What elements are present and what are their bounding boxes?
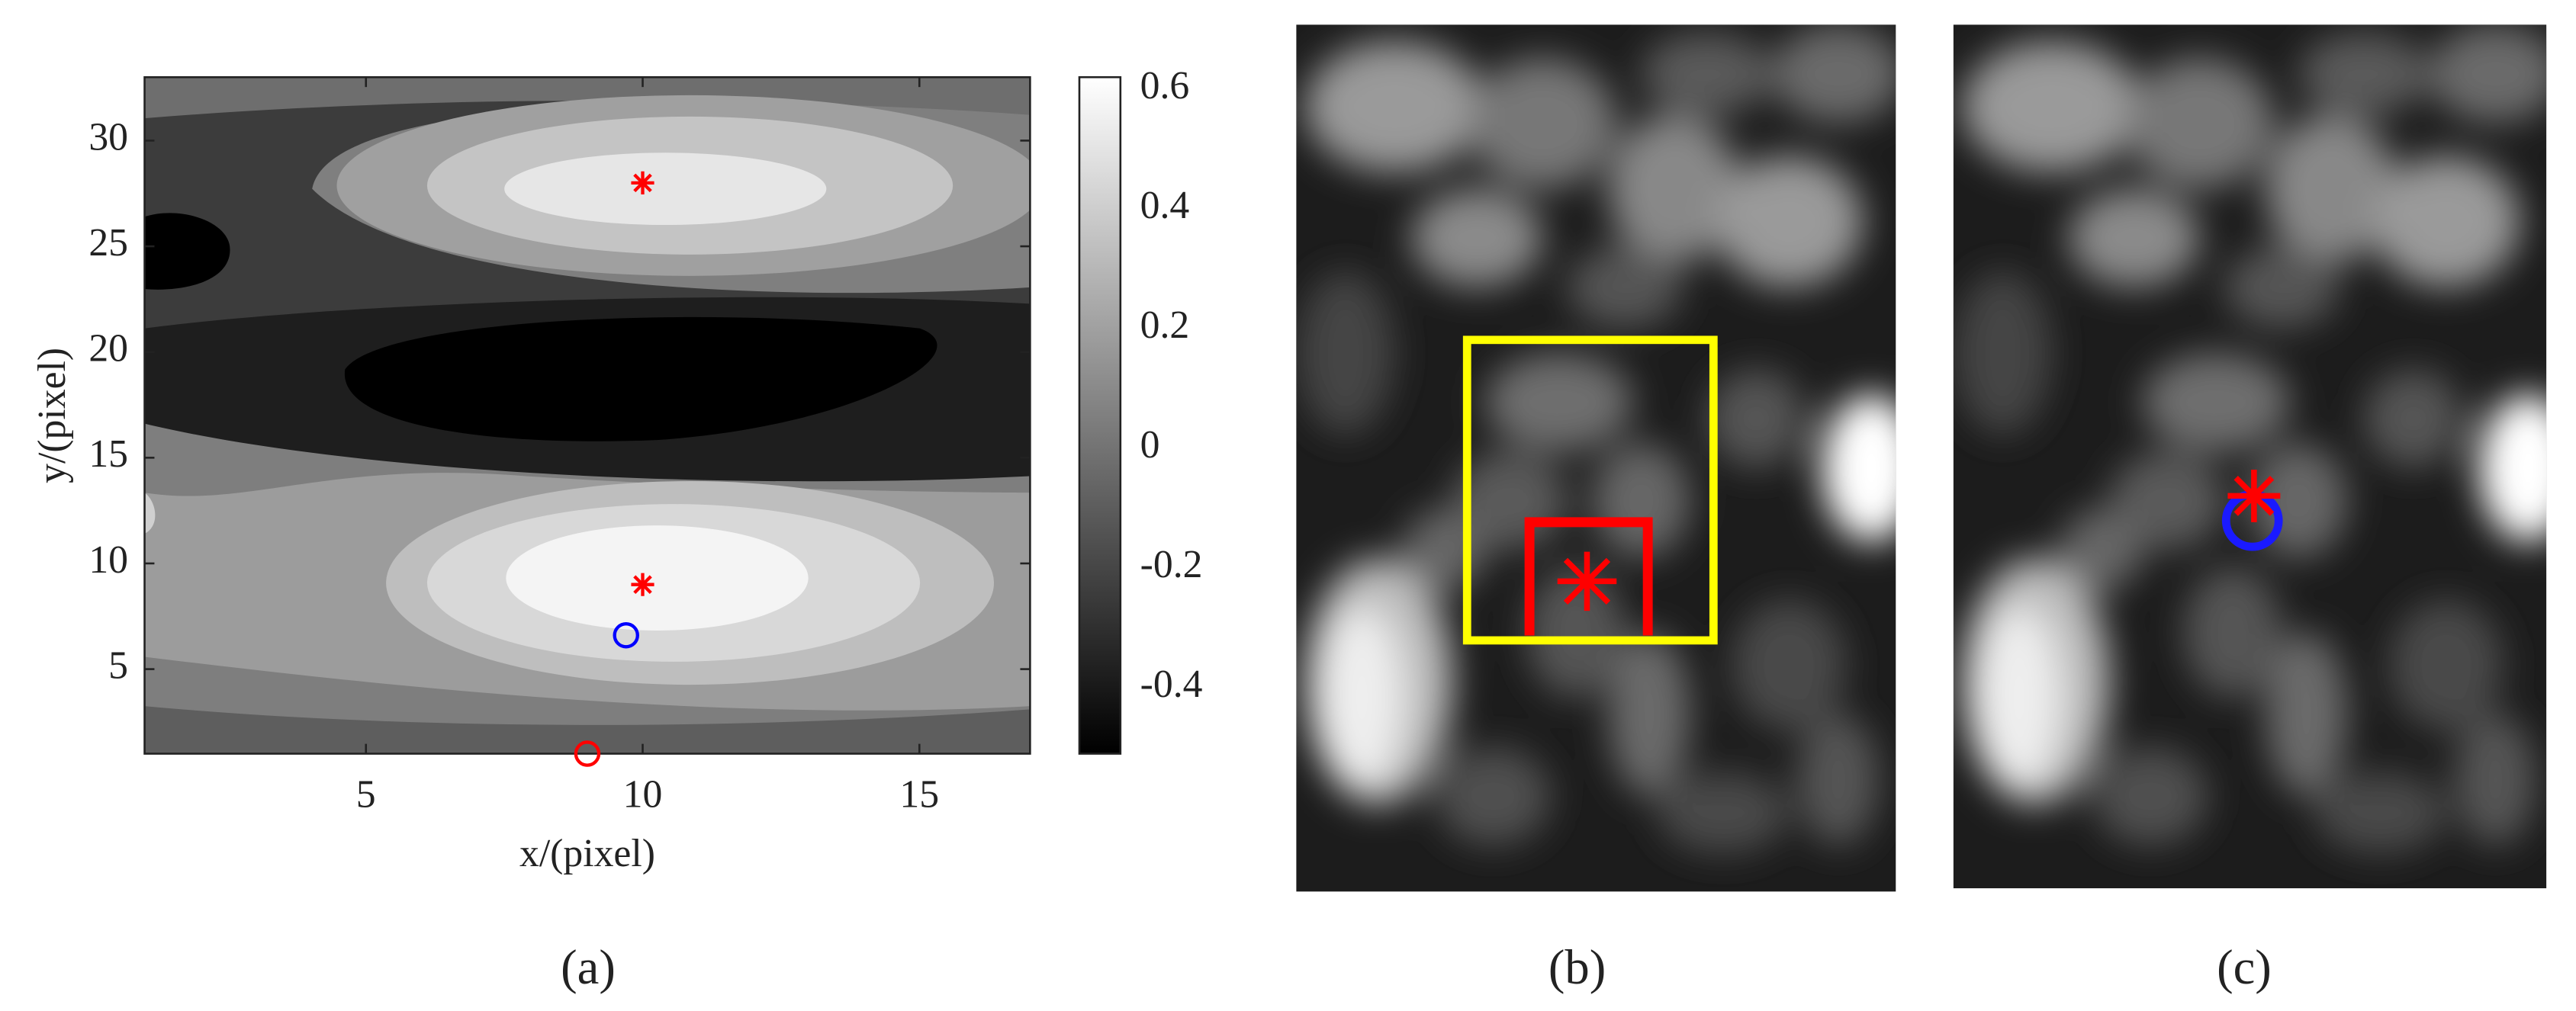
- star-marker: [1557, 551, 1617, 611]
- shape: [144, 706, 1031, 754]
- y-axis-label: y/(pixel): [31, 348, 74, 483]
- axes: 5 10 15 5 10 15 20 25 30 x/(pixel) y/(pixel) 0.6 0.4…: [31, 64, 1203, 875]
- circle-marker: [613, 622, 639, 649]
- image-texture: [2454, 714, 2537, 846]
- plot-frame: [143, 75, 1031, 755]
- image-texture: [2142, 353, 2291, 452]
- image-texture: [2388, 599, 2504, 731]
- image-texture: [1296, 271, 1395, 435]
- colorbar: [1078, 75, 1122, 755]
- colorbar-tick-label: 0: [1140, 423, 1160, 467]
- image-texture: [1822, 410, 1888, 526]
- shape: [1296, 24, 1896, 854]
- image-texture: [1715, 156, 1864, 287]
- colorbar-tick-label: 0.2: [1140, 303, 1190, 347]
- image-texture: [1731, 599, 1847, 731]
- image-texture: [2364, 369, 2463, 468]
- image-texture: [2125, 57, 2274, 189]
- shape: [1953, 24, 2547, 854]
- contour-field: [144, 77, 1031, 754]
- y-tick-label: 30: [88, 115, 128, 159]
- x-tick-label: 15: [899, 773, 939, 817]
- image-texture: [1484, 353, 1633, 452]
- image-texture: [2372, 156, 2520, 287]
- panel-label: (c): [2217, 939, 2272, 995]
- image-texture: [2298, 33, 2430, 115]
- image-c: [1953, 24, 2547, 889]
- colorbar-tick-label: -0.2: [1140, 543, 1203, 586]
- y-tick-label: 25: [88, 221, 128, 265]
- star-marker: [631, 573, 654, 596]
- star-marker: [2227, 469, 2281, 522]
- image-texture: [1797, 714, 1880, 846]
- image-texture: [1608, 114, 1740, 263]
- image-texture: [2183, 566, 2282, 698]
- image-texture: [1411, 188, 1543, 287]
- image-texture: [1468, 57, 1617, 189]
- y-tick-label: 15: [88, 432, 128, 476]
- shape: [344, 316, 937, 441]
- image-texture: [2265, 632, 2348, 797]
- y-tick-label: 20: [88, 327, 128, 371]
- shape: [144, 493, 156, 534]
- circle-marker: [574, 740, 601, 767]
- image-texture: [1961, 40, 2143, 173]
- image-texture: [1591, 443, 1691, 559]
- image-texture: [2060, 509, 2143, 592]
- shape: [144, 213, 230, 290]
- panel-label: (a): [561, 939, 616, 995]
- image-texture: [1608, 632, 1691, 797]
- image-texture: [2224, 246, 2340, 329]
- shape: [506, 525, 809, 631]
- image-texture: [1436, 746, 1552, 846]
- image-b: [1296, 24, 1896, 892]
- image-texture: [1978, 607, 2060, 788]
- image-texture: [1658, 772, 1790, 854]
- x-tick-label: 10: [623, 773, 663, 817]
- search-window: [1462, 335, 1718, 645]
- x-tick-label: 5: [356, 773, 376, 817]
- colorbar-tick-label: 0.4: [1140, 184, 1190, 227]
- star-marker: [631, 171, 654, 194]
- image-texture: [1772, 24, 1896, 124]
- image-texture: [2430, 24, 2547, 124]
- image-texture: [2109, 451, 2225, 550]
- image-texture: [1953, 271, 2052, 435]
- x-axis-label: x/(pixel): [519, 832, 655, 875]
- y-tick-label: 5: [108, 644, 128, 687]
- panel-label: (b): [1548, 939, 1606, 995]
- image-texture: [1641, 33, 1773, 115]
- image-texture: [2068, 188, 2200, 287]
- image-texture: [2265, 114, 2398, 263]
- image-texture: [2478, 410, 2545, 526]
- image-texture: [1320, 607, 1404, 788]
- image-texture: [1526, 566, 1626, 698]
- image-texture: [2314, 772, 2446, 854]
- image-texture: [2092, 746, 2208, 846]
- shape: [504, 152, 827, 226]
- image-texture: [1567, 246, 1683, 329]
- image-texture: [1403, 509, 1485, 592]
- y-tick-label: 10: [88, 538, 128, 582]
- colorbar-tick-label: -0.4: [1140, 663, 1203, 706]
- colorbar-tick-label: 0.6: [1140, 64, 1190, 108]
- template-box: [1524, 517, 1653, 636]
- image-texture: [1304, 40, 1485, 173]
- image-texture: [1706, 369, 1806, 468]
